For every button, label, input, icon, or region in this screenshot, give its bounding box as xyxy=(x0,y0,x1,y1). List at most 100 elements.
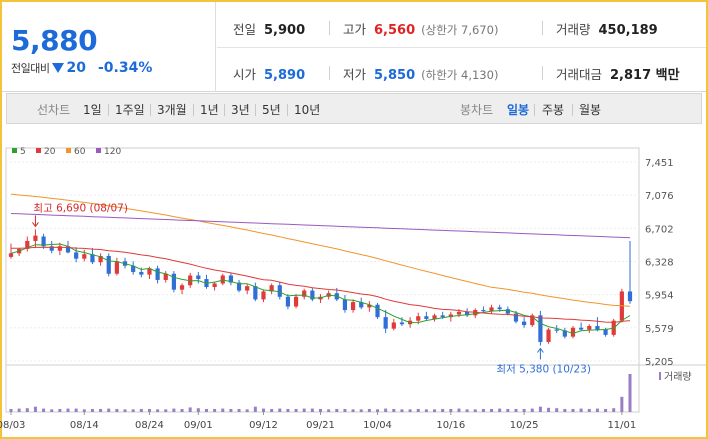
current-price: 5,880 xyxy=(11,24,98,57)
candle-body xyxy=(562,330,567,337)
candle-body xyxy=(253,286,258,300)
low-arrow-head xyxy=(537,347,544,353)
stat-label: 시가 xyxy=(233,67,257,82)
stats-divider xyxy=(217,47,706,48)
period-3y[interactable]: 3년 xyxy=(231,103,250,117)
candle-body xyxy=(440,315,445,318)
candle-body xyxy=(391,322,396,329)
candle-body xyxy=(302,290,307,297)
stat-prev-close: 전일 5,900 xyxy=(233,19,305,38)
period-1y[interactable]: 1년 xyxy=(200,103,219,117)
volume-bar xyxy=(587,408,591,412)
volume-bar xyxy=(343,408,347,412)
x-tick-label: 09/01 xyxy=(184,420,213,431)
volume-bar xyxy=(42,408,46,412)
volume-bar xyxy=(17,408,21,412)
ma20-line xyxy=(11,246,631,323)
volume-bar xyxy=(392,408,396,412)
volume-legend-swatch xyxy=(659,372,661,380)
volume-bar xyxy=(294,408,298,412)
period-5y[interactable]: 5년 xyxy=(262,103,281,117)
legend-label: 5 xyxy=(20,147,26,157)
candle-body xyxy=(179,285,185,290)
candle-body xyxy=(570,327,576,337)
period-daily[interactable]: 일봉 xyxy=(507,103,530,117)
y-tick-label: 5,205 xyxy=(645,357,674,368)
down-triangle-icon xyxy=(52,63,65,73)
candle-body xyxy=(432,315,437,319)
volume-bar xyxy=(253,406,257,412)
candle-body xyxy=(579,327,584,330)
period-monthly[interactable]: 월봉 xyxy=(579,103,602,117)
candle-body xyxy=(375,304,380,318)
stock-chart[interactable]: 7,451 7,076 6,702 6,328 5,954 5,579 5,205 5 20 60… xyxy=(0,140,708,439)
legend-swatch xyxy=(12,148,17,153)
candle-body xyxy=(530,315,535,326)
high-annotation: 최고 6,690 (08/07) xyxy=(33,202,128,214)
candle-body xyxy=(155,268,160,280)
candle-body xyxy=(342,299,348,311)
period-1d[interactable]: 1일 xyxy=(83,103,102,117)
volume-bar xyxy=(58,408,62,412)
x-tick-label: 10/04 xyxy=(363,420,392,431)
y-tick-label: 5,579 xyxy=(645,324,674,335)
stat-label: 저가 xyxy=(343,67,367,82)
candle-body xyxy=(277,285,282,297)
candle-body xyxy=(245,286,250,291)
volume-bar xyxy=(465,409,469,412)
volume-bar xyxy=(441,408,445,412)
volume-bar xyxy=(286,408,290,412)
volume-bar xyxy=(408,409,412,412)
period-toolbar: 선차트 1일 1주일 3개월 1년 3년 5년 10년 봉차트 일봉 주봉 월봉 xyxy=(6,93,702,124)
candle-body xyxy=(114,261,119,274)
candle-body xyxy=(424,316,429,319)
x-tick-label: 10/25 xyxy=(510,420,539,431)
stat-label: 전일 xyxy=(233,22,257,37)
legend-label: 120 xyxy=(104,147,121,157)
volume-bar xyxy=(33,406,37,412)
volume-bar xyxy=(416,408,420,412)
toolbar-separator xyxy=(193,104,194,116)
volume-bar xyxy=(547,407,551,412)
volume-bar xyxy=(229,408,233,412)
volume-bar xyxy=(424,409,428,412)
candle-body xyxy=(481,310,486,312)
candle-body xyxy=(350,302,356,311)
volume-bar xyxy=(604,408,608,412)
stat-separator xyxy=(329,66,330,80)
stat-value: 5,900 xyxy=(264,23,306,38)
y-tick-label: 7,076 xyxy=(645,191,674,202)
period-weekly[interactable]: 주봉 xyxy=(542,103,565,117)
candle-body xyxy=(131,265,136,272)
volume-bar xyxy=(555,408,559,412)
volume-bar xyxy=(164,409,168,412)
volume-bar xyxy=(302,408,306,412)
period-1w[interactable]: 1주일 xyxy=(115,103,145,117)
volume-bar xyxy=(384,408,388,412)
volume-bar xyxy=(457,408,461,412)
volume-bar xyxy=(270,408,274,412)
period-10y[interactable]: 10년 xyxy=(294,103,321,117)
volume-bar xyxy=(351,409,355,412)
volume-bar xyxy=(278,408,282,412)
volume-bar xyxy=(123,409,127,412)
volume-bar xyxy=(400,409,404,412)
volume-bar xyxy=(595,408,599,412)
volume-bar xyxy=(514,408,518,412)
volume-bar xyxy=(245,409,249,412)
candle-body xyxy=(228,275,234,283)
candle-body xyxy=(49,246,54,251)
candle-body xyxy=(448,314,453,318)
candle-body xyxy=(546,329,551,342)
candle-body xyxy=(489,307,494,311)
volume-bar xyxy=(147,408,151,412)
candle-body xyxy=(383,317,388,329)
period-3m[interactable]: 3개월 xyxy=(157,103,187,117)
volume-bar xyxy=(213,408,217,412)
candle-body xyxy=(269,285,274,292)
candle-body xyxy=(41,236,46,247)
volume-bar xyxy=(530,408,534,412)
volume-bar xyxy=(506,408,510,412)
volume-bar xyxy=(490,408,494,412)
candle-body xyxy=(8,253,14,257)
